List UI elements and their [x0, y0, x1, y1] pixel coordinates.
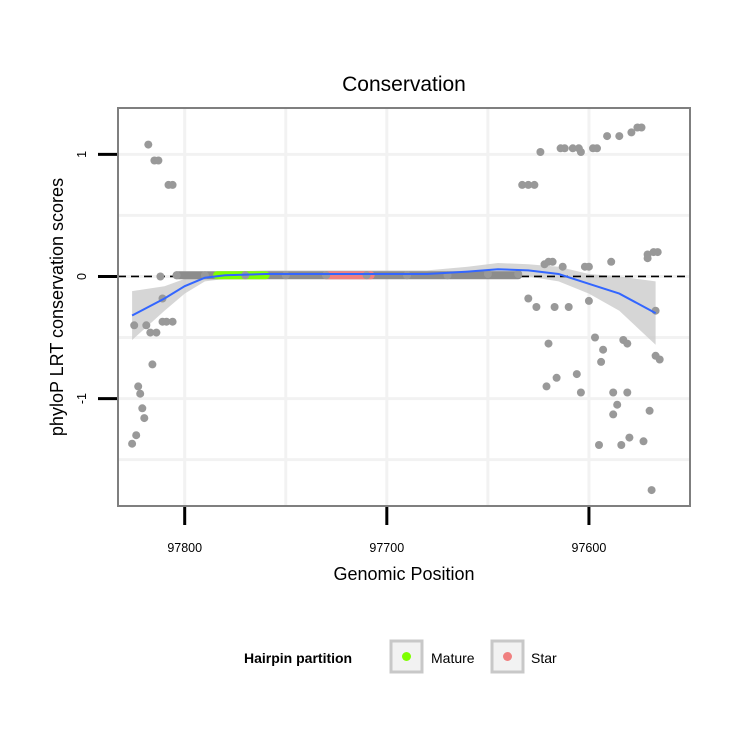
data-point	[597, 357, 606, 366]
legend-label-star: Star	[531, 650, 557, 666]
data-point	[568, 144, 577, 153]
data-point	[544, 339, 553, 348]
data-point	[617, 441, 626, 449]
y-tick-label: -1	[75, 393, 89, 404]
x-axis-title: Genomic Position	[333, 564, 474, 584]
data-point	[322, 271, 331, 280]
data-point	[584, 296, 593, 305]
data-point	[627, 128, 636, 137]
data-point	[524, 294, 533, 303]
data-point	[144, 140, 153, 149]
legend-swatch-mature	[402, 652, 411, 661]
data-point	[623, 339, 632, 348]
data-point	[152, 328, 161, 337]
data-point	[639, 437, 648, 446]
data-point	[281, 271, 290, 280]
chart-title: Conservation	[342, 73, 466, 96]
data-point	[530, 180, 539, 189]
data-point	[572, 370, 581, 379]
data-point	[595, 441, 603, 449]
data-point	[637, 123, 646, 132]
data-point	[576, 388, 585, 397]
grid-lines	[118, 108, 690, 506]
data-point	[647, 486, 656, 495]
data-point	[548, 257, 557, 266]
smooth-line	[131, 268, 657, 317]
data-point	[148, 360, 157, 369]
data-point	[609, 410, 618, 419]
y-axis: -1 0 1	[75, 151, 117, 404]
legend-swatch-star	[503, 652, 512, 661]
data-point	[156, 272, 165, 281]
y-tick-label: 0	[75, 273, 89, 280]
data-point	[593, 144, 601, 153]
y-tick-label: 1	[75, 151, 89, 158]
data-point	[607, 257, 616, 266]
data-point	[609, 388, 618, 397]
panel-border	[117, 107, 691, 507]
data-point	[524, 180, 533, 189]
panel-background	[118, 108, 690, 506]
data-point	[518, 180, 527, 189]
x-axis: 97800 97700 97600	[167, 507, 606, 555]
data-point	[584, 262, 593, 271]
data-point	[542, 382, 551, 391]
data-point	[643, 254, 652, 263]
data-point	[132, 431, 141, 440]
data-point	[532, 303, 541, 311]
data-point	[136, 389, 145, 398]
data-point	[599, 345, 608, 354]
legend-label-mature: Mature	[431, 650, 475, 666]
data-point	[154, 156, 163, 165]
smooth-line-group	[131, 268, 657, 317]
data-point	[615, 132, 624, 141]
data-point	[536, 148, 545, 156]
data-point	[560, 144, 569, 153]
data-point	[550, 303, 559, 311]
data-point	[146, 328, 155, 337]
data-point	[576, 148, 585, 156]
data-point	[623, 388, 632, 397]
data-point	[130, 321, 139, 330]
legend: Hairpin partition Mature Star	[244, 639, 557, 674]
data-point	[655, 355, 664, 364]
x-tick-label: 97700	[369, 541, 404, 555]
data-point	[613, 400, 622, 409]
data-point	[645, 406, 654, 415]
data-point	[653, 248, 662, 257]
x-tick-label: 97800	[167, 541, 202, 555]
y-axis-title: phyloP LRT conservation scores	[47, 178, 67, 436]
data-point	[172, 271, 181, 280]
legend-title: Hairpin partition	[244, 650, 352, 666]
data-point	[140, 414, 149, 423]
data-point	[142, 321, 151, 330]
data-point	[552, 373, 561, 382]
data-point	[558, 262, 567, 271]
data-point	[403, 271, 411, 280]
data-point	[168, 180, 177, 189]
data-point	[362, 271, 371, 280]
data-point	[138, 404, 147, 413]
data-point	[128, 439, 137, 448]
data-point	[483, 270, 492, 278]
data-point	[603, 132, 612, 141]
data-point	[168, 317, 177, 326]
data-point	[564, 303, 573, 311]
data-point	[591, 333, 599, 342]
data-point	[514, 270, 523, 278]
plot-panel	[117, 107, 691, 507]
data-points	[128, 123, 664, 495]
data-point	[162, 317, 171, 326]
data-point	[625, 433, 634, 442]
x-tick-label: 97600	[572, 541, 607, 555]
data-point	[134, 382, 143, 391]
